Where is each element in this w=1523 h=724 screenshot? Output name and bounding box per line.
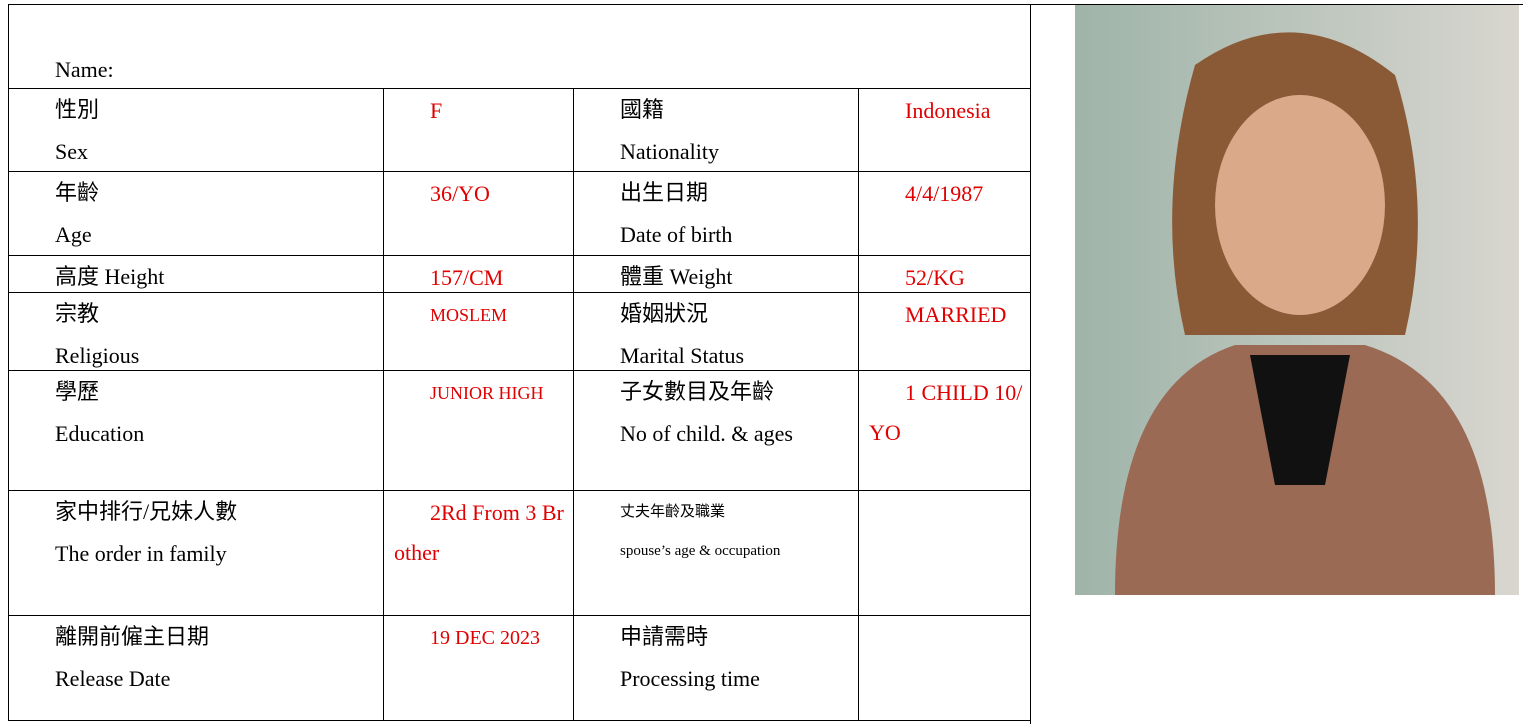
value: F xyxy=(430,98,443,123)
label-cell: 性別 Sex xyxy=(8,88,384,172)
label-cell: 婚姻狀況 Marital Status xyxy=(573,292,859,371)
value-cell: 19 DEC 2023 xyxy=(383,615,574,721)
label-en: Weight xyxy=(669,264,733,289)
value: MOSLEM xyxy=(430,305,508,325)
label-en: Height xyxy=(104,264,165,289)
label-en: Nationality xyxy=(620,139,719,164)
label-cell: 出生日期 Date of birth xyxy=(573,171,859,256)
label-zh: 國籍 xyxy=(620,97,665,122)
label-cell: 學歷 Education xyxy=(8,370,384,491)
photo xyxy=(1075,5,1519,595)
label-zh: 家中排行/兄妹人數 xyxy=(55,499,238,524)
value: MARRIED xyxy=(905,302,1007,327)
value: 2Rd From 3 Brother xyxy=(394,500,564,565)
value-cell: 36/YO xyxy=(383,171,574,256)
label-cell: 國籍 Nationality xyxy=(573,88,859,172)
label-cell: 申請需時 Processing time xyxy=(573,615,859,721)
label-zh: 婚姻狀況 xyxy=(620,301,709,326)
value: 4/4/1987 xyxy=(905,181,984,206)
label-en: Release Date xyxy=(55,666,171,691)
value-cell: 1 CHILD 10/YO xyxy=(858,370,1031,491)
label: 體重 Weight xyxy=(620,256,858,292)
label-en: Religious xyxy=(55,343,140,368)
label-en: spouse’s age & occupation xyxy=(620,543,781,559)
value-cell: JUNIOR HIGH xyxy=(383,370,574,491)
label-cell: 高度 Height xyxy=(8,255,384,293)
label-zh: 體重 xyxy=(620,264,665,289)
value-cell xyxy=(858,490,1031,616)
label-en: Date of birth xyxy=(620,222,733,247)
label-zh: 丈夫年齡及職業 xyxy=(620,504,726,520)
label-zh: 高度 xyxy=(55,264,100,289)
value: 1 CHILD 10/YO xyxy=(869,380,1023,445)
label-cell: 離開前僱主日期 Release Date xyxy=(8,615,384,721)
label-zh: 出生日期 xyxy=(620,180,709,205)
value-cell: 52/KG xyxy=(858,255,1031,293)
value: 52/KG xyxy=(905,265,965,290)
label-cell: 宗教 Religious xyxy=(8,292,384,371)
label-en: Processing time xyxy=(620,666,760,691)
value: 157/CM xyxy=(430,265,504,290)
label-en: No of child. & ages xyxy=(620,421,793,446)
label-cell: 子女數目及年齡 No of child. & ages xyxy=(573,370,859,491)
value: JUNIOR HIGH xyxy=(430,383,544,403)
value-cell: 4/4/1987 xyxy=(858,171,1031,256)
label-zh: 年齡 xyxy=(55,180,100,205)
value: 36/YO xyxy=(430,181,490,206)
label-zh: 宗教 xyxy=(55,301,100,326)
value-cell: MOSLEM xyxy=(383,292,574,371)
label-zh: 申請需時 xyxy=(620,624,709,649)
value-cell xyxy=(858,615,1031,721)
value: 19 DEC 2023 xyxy=(430,627,540,649)
name-label: Name: xyxy=(55,57,114,82)
value-cell: 157/CM xyxy=(383,255,574,293)
value-cell: Indonesia xyxy=(858,88,1031,172)
label-en: Age xyxy=(55,222,92,247)
label-zh: 性別 xyxy=(55,97,100,122)
value-cell: 2Rd From 3 Brother xyxy=(383,490,574,616)
label-cell: 體重 Weight xyxy=(573,255,859,293)
label-cell: 家中排行/兄妹人數 The order in family xyxy=(8,490,384,616)
label-cell: 年齡 Age xyxy=(8,171,384,256)
label-zh: 子女數目及年齡 xyxy=(620,379,775,404)
label-zh: 學歷 xyxy=(55,379,100,404)
label-en: Marital Status xyxy=(620,343,745,368)
value-cell: MARRIED xyxy=(858,292,1031,371)
value: Indonesia xyxy=(905,98,991,123)
label-cell: 丈夫年齡及職業 spouse’s age & occupation xyxy=(573,490,859,616)
label-en: Education xyxy=(55,421,145,446)
label-en: The order in family xyxy=(55,541,227,566)
label-en: Sex xyxy=(55,139,88,164)
value-cell: F xyxy=(383,88,574,172)
name-row: Name: xyxy=(8,4,1031,89)
label: 高度 Height xyxy=(55,256,383,292)
label-zh: 離開前僱主日期 xyxy=(55,624,210,649)
